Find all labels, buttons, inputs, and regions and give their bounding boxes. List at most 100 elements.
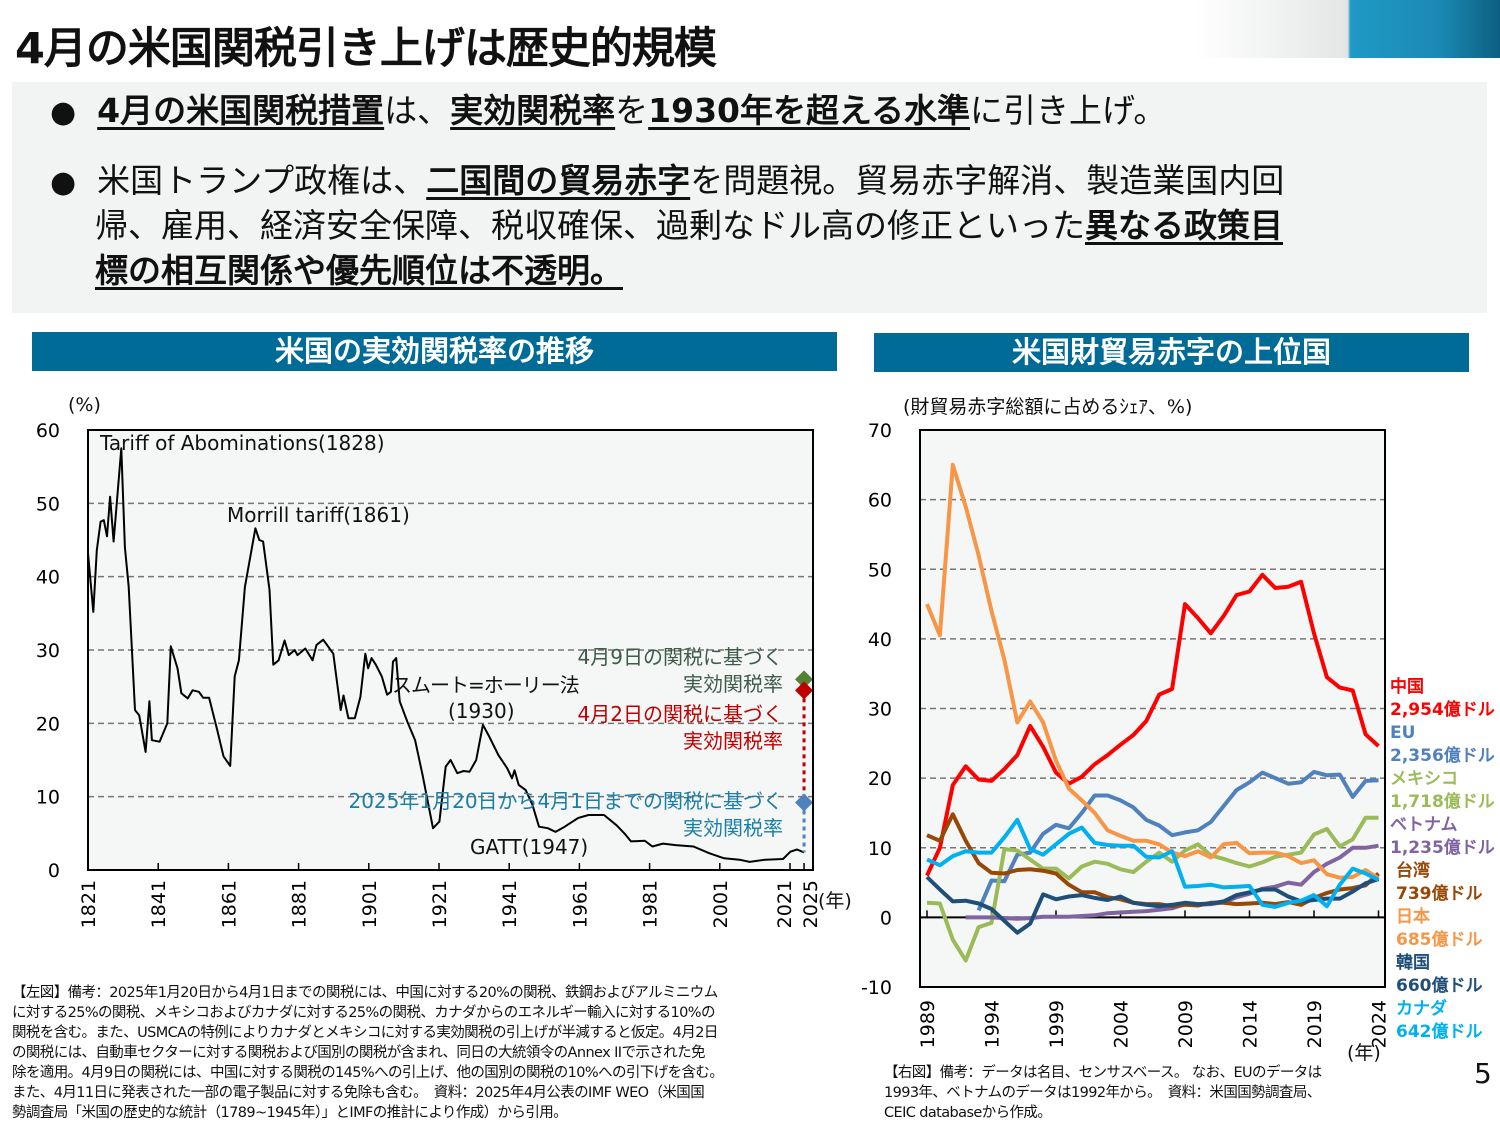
text: 米国トランプ政権は、 bbox=[97, 161, 427, 200]
series-line-日本 bbox=[925, 462, 1380, 881]
x-tick-label: 2014 bbox=[1240, 1000, 1262, 1048]
x-tick-label: 1994 bbox=[982, 1000, 1004, 1048]
note-line: の関税には、自動車セクターに対する関税および国別の関税が含まれ、同日の大統領令の… bbox=[12, 1045, 705, 1061]
legend-name: 韓国 bbox=[1396, 953, 1430, 973]
label-apr2-line1: 4月2日の関税に基づく bbox=[577, 702, 783, 726]
legend-eu: EU 2,356億ドル bbox=[1390, 722, 1495, 768]
label-apr9-line1: 4月9日の関税に基づく bbox=[577, 645, 783, 669]
legend-name: 中国 bbox=[1390, 677, 1424, 697]
page-title: 4月の米国関税引き上げは歴史的規模 bbox=[15, 24, 717, 74]
note-line: また、4月11日に発表された一部の電子製品に対する免除も含む。 資料：2025年… bbox=[12, 1085, 705, 1101]
y-tick-label: 10 bbox=[36, 787, 60, 809]
note-line: 1993年、ベトナムのデータは1992年から。 資料：米国国勢調査局、 bbox=[884, 1085, 1321, 1101]
y-tick-label: 50 bbox=[868, 559, 892, 581]
text: は、 bbox=[384, 91, 451, 130]
legend-mexico: メキシコ 1,718億ドル bbox=[1390, 768, 1495, 814]
series-line-EU bbox=[976, 769, 1379, 912]
plot-frame bbox=[919, 429, 1386, 988]
left-x-unit: (年) bbox=[818, 890, 852, 912]
text: を問題視。貿易赤字解消、製造業国内回 bbox=[690, 161, 1285, 200]
note-line: 勢調査局「米国の歴史的な統計（1789~1945年）」とIMFの推計により作成）… bbox=[12, 1105, 568, 1121]
bullet-2-line-3: 標の相互関係や優先順位は不透明。 bbox=[95, 248, 623, 293]
y-tick-label: 10 bbox=[868, 838, 892, 860]
x-tick-label: 2009 bbox=[1175, 1000, 1197, 1048]
y-tick-label: 20 bbox=[36, 713, 60, 735]
y-tick-label: 70 bbox=[868, 420, 892, 442]
y-tick-label: 30 bbox=[36, 640, 60, 662]
note-line: に対する25%の関税、メキシコおよびカナダに対する25%の関税、カナダからのエネ… bbox=[12, 1005, 715, 1021]
series-line-tariff-rate bbox=[87, 447, 805, 863]
x-tick-label: 1989 bbox=[917, 1000, 939, 1048]
y-tick-label: -10 bbox=[861, 977, 892, 999]
y-tick-label: 0 bbox=[880, 907, 892, 929]
label-apr9-line2: 実効関税率 bbox=[683, 672, 783, 696]
series-line-カナダ bbox=[926, 817, 1380, 909]
legend-value: 685億ドル bbox=[1396, 930, 1483, 950]
y-tick-label: 40 bbox=[868, 629, 892, 651]
right-chart-header: 米国財貿易赤字の上位国 bbox=[874, 333, 1469, 372]
summary-box: ● 4月の米国関税措置は、実効関税率を1930年を超える水準に引き上げ。 ● 米… bbox=[12, 82, 1487, 313]
note-line: 除を適用。4月9日の関税には、中国に対する関税の145%への引上げ、他の国別の関… bbox=[12, 1065, 724, 1081]
annotation-smoot-hawley: スムート=ホーリー法 bbox=[392, 673, 580, 697]
note-line: 【右図】備考：データは名目、センサスベース。 なお、EUのデータは bbox=[884, 1065, 1322, 1081]
emphasis: 異なる政策目 bbox=[1085, 206, 1283, 245]
x-tick-label: 1881 bbox=[289, 880, 311, 928]
annotation-morrill: Morrill tariff(1861) bbox=[227, 503, 410, 527]
label-apr2-line2: 実効関税率 bbox=[683, 729, 783, 753]
legend-name: 日本 bbox=[1396, 907, 1430, 927]
emphasis: 4月の米国関税措置 bbox=[97, 91, 385, 130]
legend-taiwan: 台湾 739億ドル bbox=[1390, 860, 1495, 906]
bullet-dot-icon: ● bbox=[50, 95, 77, 130]
bullet-1: ● 4月の米国関税措置は、実効関税率を1930年を超える水準に引き上げ。 bbox=[50, 88, 1166, 135]
text: に引き上げ。 bbox=[970, 91, 1167, 130]
bullet-2: ● 米国トランプ政権は、二国間の貿易赤字を問題視。貿易赤字解消、製造業国内回 bbox=[50, 158, 1284, 205]
x-tick-label: 1841 bbox=[148, 880, 170, 928]
label-jan-line1: 2025年1月20日から4月1日までの関税に基づく bbox=[348, 789, 783, 813]
bullet-dot-icon: ● bbox=[50, 165, 77, 200]
page-number: 5 bbox=[1474, 1057, 1492, 1090]
legend-value: 1,718億ドル bbox=[1390, 792, 1495, 812]
x-tick-label: 2004 bbox=[1111, 1000, 1133, 1048]
right-footnote: 【右図】備考：データは名目、センサスベース。 なお、EUのデータは 1993年、… bbox=[884, 1063, 1322, 1123]
annotation-gatt: GATT(1947) bbox=[470, 835, 589, 859]
x-tick-label: 2025 bbox=[800, 880, 822, 928]
y-tick-label: 40 bbox=[36, 567, 60, 589]
x-tick-label: 1981 bbox=[640, 880, 662, 928]
x-tick-label: 1921 bbox=[429, 880, 451, 928]
legend-name: EU bbox=[1390, 723, 1416, 743]
legend: 中国 2,954億ドル EU 2,356億ドル メキシコ 1,718億ドル ベトナム 1… bbox=[1390, 676, 1495, 1044]
x-tick-label: 1861 bbox=[218, 880, 240, 928]
legend-value: 2,356億ドル bbox=[1390, 746, 1495, 766]
label-apr2: 4月2日の関税に基づく実効関税率 bbox=[578, 702, 783, 753]
y-tick-label: 60 bbox=[36, 420, 60, 442]
legend-value: 1,235億ドル bbox=[1390, 838, 1495, 858]
x-tick-label: 2024 bbox=[1369, 1000, 1391, 1048]
x-tick-label: 1961 bbox=[569, 880, 591, 928]
legend-name: ベトナム bbox=[1390, 815, 1458, 835]
text: を bbox=[615, 91, 649, 130]
emphasis: 1930年を超える水準 bbox=[648, 91, 970, 130]
right-x-unit: (年) bbox=[1347, 1042, 1381, 1064]
legend-name: 台湾 bbox=[1396, 861, 1430, 881]
left-chart-header: 米国の実効関税率の推移 bbox=[32, 332, 837, 371]
label-jan: 2025年1月20日から4月1日までの関税に基づく 実効関税率 bbox=[348, 789, 783, 840]
x-tick-label: 2021 bbox=[774, 880, 796, 928]
legend-value: 2,954億ドル bbox=[1390, 700, 1495, 720]
x-tick-label: 1901 bbox=[359, 880, 381, 928]
legend-vietnam: ベトナム 1,235億ドル bbox=[1390, 814, 1495, 860]
bullet-2-line-2: 帰、雇用、経済安全保障、税収確保、過剰なドル高の修正といった異なる政策目 bbox=[95, 203, 1283, 248]
y-tick-label: 60 bbox=[868, 490, 892, 512]
annotation-smoot-year: (1930) bbox=[448, 699, 515, 723]
note-line: 関税を含む。また、USMCAの特例によりカナダとメキシコに対する実効関税の引上げ… bbox=[12, 1025, 718, 1041]
legend-japan: 日本 685億ドル bbox=[1390, 906, 1495, 952]
text: 。 bbox=[590, 251, 623, 290]
legend-value: 660億ドル bbox=[1396, 976, 1483, 996]
legend-name: メキシコ bbox=[1390, 769, 1458, 789]
x-tick-label: 1999 bbox=[1046, 1000, 1068, 1048]
plot-frame bbox=[87, 429, 814, 871]
legend-korea: 韓国 660億ドル bbox=[1390, 952, 1495, 998]
